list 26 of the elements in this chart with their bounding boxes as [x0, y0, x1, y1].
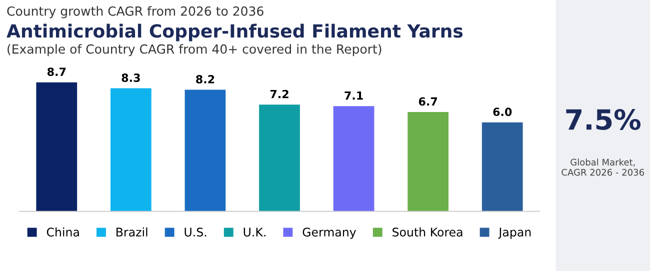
text: Global Market, CAGR 2026 - 2036: [562, 158, 644, 176]
data-label: 8.2: [196, 75, 214, 84]
bar: [36, 82, 78, 212]
bar: [408, 112, 448, 212]
chart-subtitle: Country growth CAGR from 2026 to 2036: [7, 6, 264, 18]
text: (Example of Country CAGR from 40+ covered in the Report): [8, 44, 382, 56]
data-label: 7.1: [344, 91, 363, 100]
category-label: Brazil: [116, 227, 148, 237]
data-label: 8.7: [47, 68, 66, 76]
category-label: U.K.: [244, 228, 266, 237]
bar: [259, 104, 300, 212]
data-label: 7.2: [270, 90, 288, 98]
category-label: China: [46, 227, 79, 237]
data-label: 6.7: [418, 97, 438, 106]
bar: [333, 106, 374, 212]
chart-title: Antimicrobial Copper-Infused Filament Yarns: [6, 24, 463, 42]
bar: [482, 122, 523, 212]
text: 7.5%: [566, 109, 641, 130]
data-label: 8.3: [122, 74, 140, 82]
bar: [184, 90, 226, 212]
category-label: South Korea: [392, 227, 462, 237]
bar: [110, 88, 152, 212]
category-label: Japan: [498, 228, 531, 239]
category-label: U.S.: [184, 228, 206, 237]
data-label: 6.0: [493, 108, 512, 116]
category-label: Germany: [302, 228, 356, 239]
